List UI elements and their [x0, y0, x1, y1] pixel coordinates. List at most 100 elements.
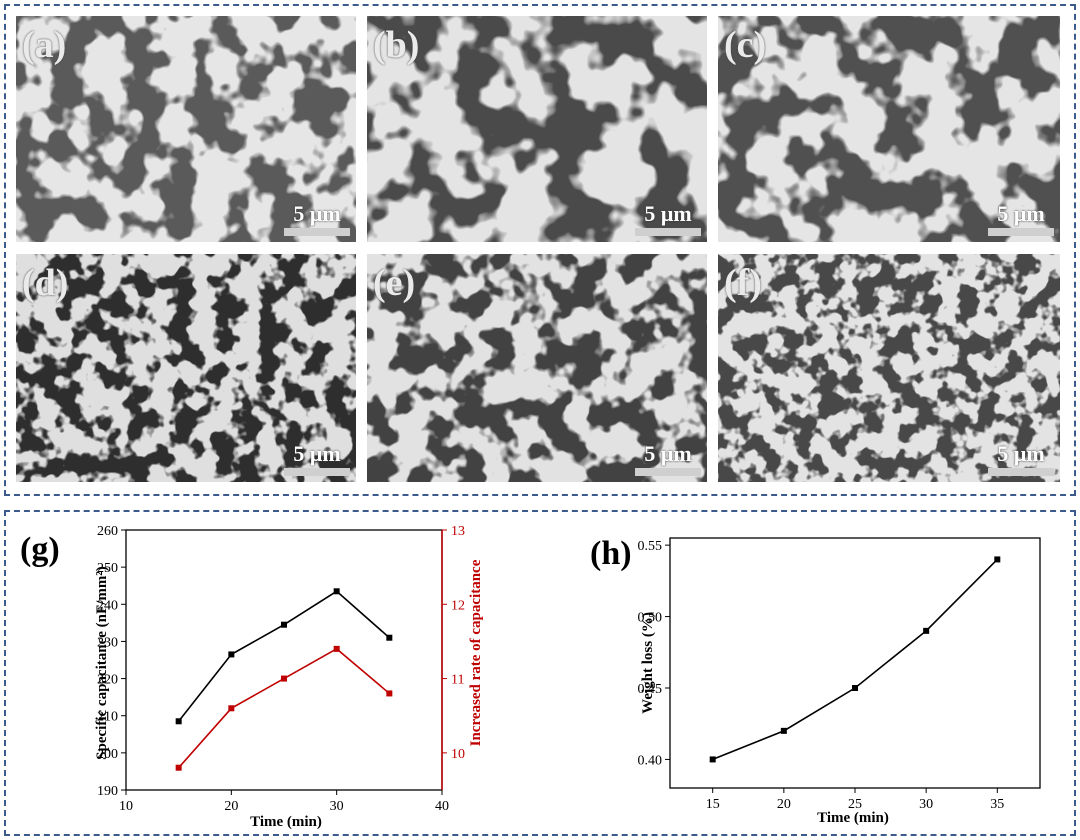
- x-tick-label: 10: [119, 799, 133, 814]
- chart-h-svg: (h) Weight loss (%) Time (min) 15 20 25 30 3…: [590, 535, 1041, 826]
- panel-label: (c): [724, 24, 767, 66]
- scale-bar: 5 μm: [988, 203, 1054, 236]
- y-tick-label: 230: [97, 635, 118, 650]
- chart-h-panel-label: (h): [590, 535, 632, 572]
- x-tick-label: 25: [848, 797, 862, 812]
- y2-tick-label: 13: [451, 524, 465, 539]
- x-tick-label: 20: [224, 799, 238, 814]
- sem-image-e: [367, 254, 707, 482]
- data-point: [333, 645, 340, 652]
- scale-bar-label: 5 μm: [997, 201, 1045, 226]
- y2-tick-label: 10: [451, 747, 465, 762]
- sem-panel-e: (e) 5 μm: [367, 254, 707, 482]
- data-point: [780, 727, 787, 734]
- sem-image-a: [16, 16, 356, 242]
- data-point: [281, 621, 287, 628]
- scale-bar-line: [284, 228, 350, 236]
- x-tick-label: 20: [777, 797, 791, 812]
- sem-image-f: [718, 254, 1060, 482]
- y-tick-label: 260: [97, 524, 118, 539]
- x-tick-label: 30: [919, 797, 933, 812]
- sem-grain: [367, 254, 707, 482]
- y2-tick-label: 11: [451, 673, 464, 688]
- panel-label: (f): [724, 262, 762, 304]
- x-tick-label: 40: [435, 799, 449, 814]
- data-point: [923, 627, 930, 634]
- scale-bar-label: 5 μm: [644, 441, 692, 466]
- scale-bar: 5 μm: [284, 443, 350, 476]
- chart-g-svg: (g) Specific capacitance (nF/mm²) Increa…: [20, 524, 484, 830]
- charts-frame: [4, 510, 1076, 836]
- scale-bar-label: 5 μm: [293, 441, 341, 466]
- scale-bar-line: [635, 228, 701, 236]
- data-point: [386, 690, 393, 697]
- data-point: [228, 651, 235, 658]
- y-tick-label: 0.40: [638, 753, 663, 768]
- data-point: [228, 705, 235, 712]
- data-point: [852, 685, 858, 691]
- sem-grain: [367, 16, 707, 242]
- chart-g-panel-label: (g): [20, 531, 60, 568]
- plot-frame: [669, 537, 1041, 789]
- series-line-0: [178, 590, 390, 722]
- scale-bar: 5 μm: [635, 443, 701, 476]
- plot-frame: [125, 529, 443, 791]
- sem-panel-a: (a) 5 μm: [16, 16, 356, 242]
- sem-panel-c: (c) 5 μm: [718, 16, 1060, 242]
- scale-bar-label: 5 μm: [293, 201, 341, 226]
- scale-bar-label: 5 μm: [644, 201, 692, 226]
- panel-label: (b): [373, 24, 420, 66]
- x-tick-label: 15: [706, 797, 720, 812]
- y-tick-label: 240: [97, 598, 118, 613]
- series-line-1: [178, 647, 390, 769]
- data-point: [175, 764, 182, 771]
- chart-h: (h) Weight loss (%) Time (min) 15 20 25 30 3…: [580, 518, 1070, 832]
- panel-label: (d): [22, 262, 69, 304]
- scale-bar-line: [284, 468, 350, 476]
- sem-grain: [16, 16, 356, 242]
- y-tick-label: 0.45: [638, 682, 663, 697]
- chart-g-xlabel: Time (min): [250, 814, 322, 830]
- data-point: [175, 718, 182, 725]
- scale-bar: 5 μm: [284, 203, 350, 236]
- sem-grain: [718, 254, 1060, 482]
- chart-h-ylabel: Weight loss (%): [640, 612, 656, 714]
- x-tick-label: 30: [330, 799, 344, 814]
- y-tick-label: 190: [97, 784, 118, 799]
- y-tick-label: 210: [97, 710, 118, 725]
- sem-images-frame: [4, 4, 1076, 496]
- y-tick-label: 200: [97, 747, 118, 762]
- sem-panel-d: (d) 5 μm: [16, 254, 356, 482]
- y-tick-label: 0.50: [638, 611, 663, 626]
- data-point: [994, 556, 1001, 563]
- sem-panel-f: (f) 5 μm: [718, 254, 1060, 482]
- chart-g: (g) Specific capacitance (nF/mm²) Increa…: [10, 518, 530, 832]
- sem-grain: [16, 254, 356, 482]
- panel-label: (e): [373, 262, 416, 304]
- scale-bar: 5 μm: [988, 443, 1054, 476]
- chart-h-xlabel: Time (min): [817, 810, 889, 826]
- sem-image-c: [718, 16, 1060, 242]
- y-tick-label: 220: [97, 673, 118, 688]
- scale-bar-line: [635, 468, 701, 476]
- x-tick-label: 35: [990, 797, 1004, 812]
- scale-bar-label: 5 μm: [997, 441, 1045, 466]
- data-point: [709, 756, 716, 763]
- scale-bar-line: [988, 228, 1054, 236]
- scale-bar: 5 μm: [635, 203, 701, 236]
- panel-label: (a): [22, 24, 67, 66]
- data-point: [333, 588, 340, 595]
- data-point: [281, 675, 287, 682]
- sem-image-d: [16, 254, 356, 482]
- y-tick-label: 250: [97, 561, 118, 576]
- y2-tick-label: 12: [451, 598, 465, 613]
- series-line-0: [712, 558, 998, 761]
- chart-g-ylabel: Specific capacitance (nF/mm²): [94, 566, 110, 760]
- y-tick-label: 0.55: [638, 539, 663, 554]
- chart-g-y2label: Increased rate of capacitance: [468, 559, 484, 746]
- data-point: [386, 634, 393, 641]
- sem-panel-b: (b) 5 μm: [367, 16, 707, 242]
- scale-bar-line: [988, 468, 1054, 476]
- sem-grain: [718, 16, 1060, 242]
- sem-image-b: [367, 16, 707, 242]
